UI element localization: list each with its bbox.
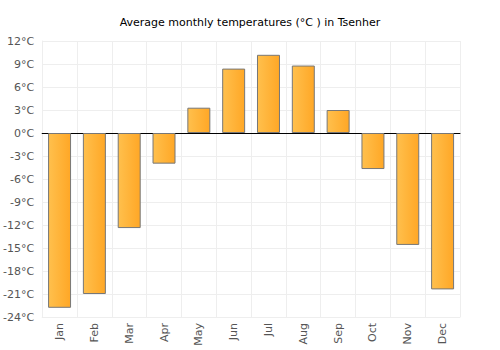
svg-text:Average monthly temperatures (: Average monthly temperatures (°C ) in Ts… — [120, 16, 381, 29]
svg-text:0°C: 0°C — [14, 127, 34, 140]
svg-text:3°C: 3°C — [14, 104, 34, 117]
svg-text:Jul: Jul — [262, 323, 275, 337]
svg-text:-21°C: -21°C — [3, 288, 34, 301]
svg-text:Jun: Jun — [227, 323, 240, 341]
svg-text:-15°C: -15°C — [3, 242, 34, 255]
svg-text:Mar: Mar — [123, 323, 136, 344]
svg-text:Sep: Sep — [332, 323, 345, 344]
svg-text:-3°C: -3°C — [10, 150, 34, 163]
svg-text:6°C: 6°C — [14, 81, 34, 94]
svg-text:-6°C: -6°C — [10, 173, 34, 186]
svg-text:Aug: Aug — [297, 323, 310, 344]
svg-text:-9°C: -9°C — [10, 196, 34, 209]
svg-text:Nov: Nov — [401, 323, 414, 345]
svg-text:May: May — [192, 323, 205, 346]
svg-text:Oct: Oct — [366, 322, 379, 342]
svg-text:Dec: Dec — [436, 323, 449, 344]
svg-text:-24°C: -24°C — [3, 311, 34, 324]
svg-text:12°C: 12°C — [7, 35, 34, 48]
svg-text:-18°C: -18°C — [3, 265, 34, 278]
svg-text:Feb: Feb — [88, 323, 101, 342]
svg-text:Apr: Apr — [158, 323, 171, 343]
svg-text:-12°C: -12°C — [3, 219, 34, 232]
svg-text:9°C: 9°C — [14, 58, 34, 71]
svg-text:Jan: Jan — [53, 323, 66, 341]
